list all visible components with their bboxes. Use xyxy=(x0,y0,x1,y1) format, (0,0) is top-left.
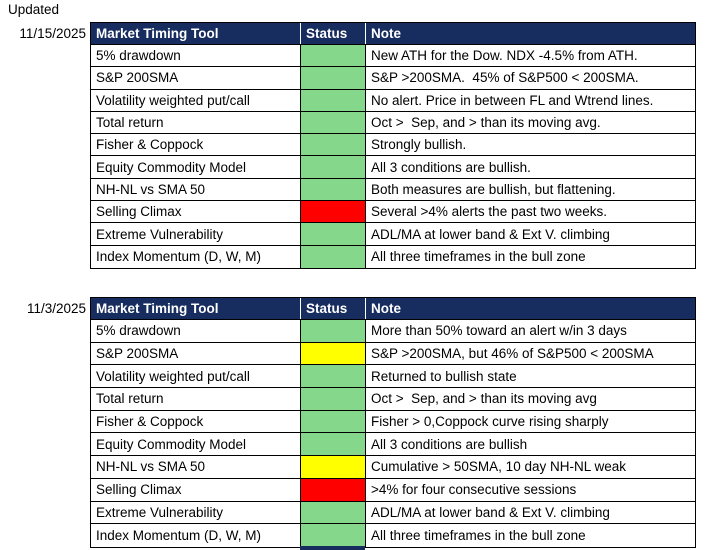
note-cell[interactable]: Fisher > 0,Coppock curve rising sharply xyxy=(371,414,609,430)
note-cell[interactable]: Cumulative > 50SMA, 10 day NH-NL weak xyxy=(371,459,626,475)
table-row: 5% drawdown More than 50% toward an aler… xyxy=(91,320,695,343)
table-row: Index Momentum (D, W, M) All three timef… xyxy=(91,245,695,268)
tool-cell[interactable]: Volatility weighted put/call xyxy=(91,89,301,111)
table-row: NH-NL vs SMA 50 Both measures are bullis… xyxy=(91,178,695,202)
status-cell[interactable] xyxy=(301,320,366,342)
table-row: Total return Oct > Sep, and > than its m… xyxy=(91,111,695,135)
note-cell[interactable]: All 3 conditions are bullish. xyxy=(371,159,531,175)
header-note[interactable]: Note xyxy=(371,301,401,316)
table-row: Equity Commodity Model All 3 conditions … xyxy=(91,156,695,179)
table-row: Fisher & Coppock Fisher > 0,Coppock curv… xyxy=(91,410,695,434)
status-cell[interactable] xyxy=(301,410,366,433)
note-cell[interactable]: Both measures are bullish, but flattenin… xyxy=(371,181,616,197)
note-cell[interactable]: >4% for four consecutive sessions xyxy=(371,482,577,498)
date-cell[interactable]: 11/3/2025 xyxy=(26,301,86,316)
status-cell[interactable] xyxy=(301,365,366,388)
note-cell[interactable]: All three timeframes in the bull zone xyxy=(371,249,586,265)
tool-cell[interactable]: Extreme Vulnerability xyxy=(91,501,301,524)
tool-cell[interactable]: S&P 200SMA xyxy=(91,67,301,89)
table-row: Equity Commodity Model All 3 conditions … xyxy=(91,433,695,457)
note-cell[interactable]: All 3 conditions are bullish xyxy=(371,436,528,452)
note-cell[interactable]: No alert. Price in between FL and Wtrend… xyxy=(371,92,654,108)
note-cell[interactable]: More than 50% toward an alert w/in 3 day… xyxy=(371,323,627,339)
tool-cell[interactable]: Extreme Vulnerability xyxy=(91,223,301,245)
header-note[interactable]: Note xyxy=(371,26,401,41)
status-cell[interactable] xyxy=(301,156,366,178)
tool-cell[interactable]: Selling Climax xyxy=(91,201,301,223)
note-cell[interactable]: S&P >200SMA. 45% of S&P500 < 200SMA. xyxy=(371,70,639,86)
table-body: 5% drawdown More than 50% toward an aler… xyxy=(91,320,695,547)
status-cell[interactable] xyxy=(301,433,366,456)
note-cell[interactable]: Strongly bullish. xyxy=(371,137,467,153)
tool-cell[interactable]: Fisher & Coppock xyxy=(91,410,301,433)
note-cell[interactable]: Several >4% alerts the past two weeks. xyxy=(371,204,607,220)
tool-cell[interactable]: Equity Commodity Model xyxy=(91,433,301,456)
tool-cell[interactable]: NH-NL vs SMA 50 xyxy=(91,178,301,201)
status-cell[interactable] xyxy=(301,342,366,365)
status-cell[interactable] xyxy=(301,501,366,524)
table-body: 5% drawdown New ATH for the Dow. NDX -4.… xyxy=(91,45,695,268)
status-cell[interactable] xyxy=(301,89,366,111)
status-cell[interactable] xyxy=(301,245,366,268)
status-cell[interactable] xyxy=(301,134,366,156)
tool-cell[interactable]: Total return xyxy=(91,111,301,134)
table-header-row: Market Timing Tool Status Note xyxy=(91,23,695,45)
table-row: Total return Oct > Sep, and > than its m… xyxy=(91,388,695,411)
table-row: S&P 200SMA S&P >200SMA. 45% of S&P500 < … xyxy=(91,67,695,90)
note-cell[interactable]: Oct > Sep, and > than its moving avg. xyxy=(371,115,601,131)
status-cell[interactable] xyxy=(301,201,366,223)
note-cell[interactable]: New ATH for the Dow. NDX -4.5% from ATH. xyxy=(371,48,638,64)
tool-cell[interactable]: Total return xyxy=(91,388,301,410)
table-row: Extreme Vulnerability ADL/MA at lower ba… xyxy=(91,501,695,525)
tool-cell[interactable]: S&P 200SMA xyxy=(91,342,301,365)
status-cell[interactable] xyxy=(301,388,366,410)
header-market-timing-tool[interactable]: Market Timing Tool xyxy=(91,23,301,44)
note-cell[interactable]: S&P >200SMA, but 46% of S&P500 < 200SMA xyxy=(371,346,654,362)
table-row: 5% drawdown New ATH for the Dow. NDX -4.… xyxy=(91,45,695,68)
market-timing-table: Market Timing Tool Status Note 5% drawdo… xyxy=(90,22,696,269)
note-cell[interactable]: Oct > Sep, and > than its moving avg xyxy=(371,391,597,407)
market-timing-table: Market Timing Tool Status Note 5% drawdo… xyxy=(90,297,696,548)
status-cell[interactable] xyxy=(301,478,366,501)
tool-cell[interactable]: Fisher & Coppock xyxy=(91,134,301,156)
status-cell[interactable] xyxy=(301,67,366,89)
note-cell[interactable]: ADL/MA at lower band & Ext V. climbing xyxy=(371,226,610,242)
date-cell[interactable]: 11/15/2025 xyxy=(19,26,86,41)
table-header-row: Market Timing Tool Status Note xyxy=(91,298,695,320)
status-cell[interactable] xyxy=(301,45,366,67)
next-row-peek-strip xyxy=(300,546,365,550)
table-row: Volatility weighted put/call No alert. P… xyxy=(91,89,695,112)
table-row: Fisher & Coppock Strongly bullish. xyxy=(91,134,695,157)
updated-label: Updated xyxy=(8,2,60,17)
tool-cell[interactable]: 5% drawdown xyxy=(91,320,301,342)
header-market-timing-tool[interactable]: Market Timing Tool xyxy=(91,298,301,319)
header-status[interactable]: Status xyxy=(301,23,366,44)
note-cell[interactable]: All three timeframes in the bull zone xyxy=(371,528,586,544)
note-cell[interactable]: Returned to bullish state xyxy=(371,368,517,384)
tool-cell[interactable]: Selling Climax xyxy=(91,478,301,501)
tool-cell[interactable]: Index Momentum (D, W, M) xyxy=(91,524,301,547)
table-row: S&P 200SMA S&P >200SMA, but 46% of S&P50… xyxy=(91,342,695,366)
note-cell[interactable]: ADL/MA at lower band & Ext V. climbing xyxy=(371,504,610,520)
table-row: Selling Climax >4% for four consecutive … xyxy=(91,478,695,502)
tool-cell[interactable]: NH-NL vs SMA 50 xyxy=(91,456,301,478)
table-row: NH-NL vs SMA 50 Cumulative > 50SMA, 10 d… xyxy=(91,456,695,479)
tool-cell[interactable]: 5% drawdown xyxy=(91,45,301,67)
tool-cell[interactable]: Equity Commodity Model xyxy=(91,156,301,178)
tool-cell[interactable]: Volatility weighted put/call xyxy=(91,365,301,388)
tool-cell[interactable]: Index Momentum (D, W, M) xyxy=(91,245,301,268)
status-cell[interactable] xyxy=(301,178,366,201)
status-cell[interactable] xyxy=(301,223,366,245)
table-row: Selling Climax Several >4% alerts the pa… xyxy=(91,201,695,224)
table-row: Index Momentum (D, W, M) All three timef… xyxy=(91,524,695,547)
header-status[interactable]: Status xyxy=(301,298,366,319)
status-cell[interactable] xyxy=(301,111,366,134)
status-cell[interactable] xyxy=(301,524,366,547)
table-row: Extreme Vulnerability ADL/MA at lower ba… xyxy=(91,223,695,246)
status-cell[interactable] xyxy=(301,456,366,478)
table-row: Volatility weighted put/call Returned to… xyxy=(91,365,695,389)
